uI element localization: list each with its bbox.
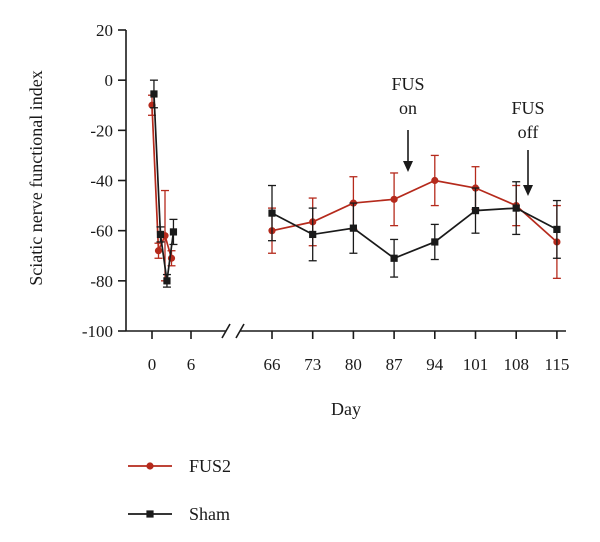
- data-point: [268, 209, 276, 217]
- x-tick-label: 101: [463, 355, 489, 374]
- y-axis-label: Sciatic nerve functional index: [26, 70, 46, 285]
- data-point: [390, 254, 398, 262]
- y-tick-label: -80: [90, 272, 113, 291]
- series-fus2-late-line: [271, 179, 558, 243]
- axis-break-mark: [221, 323, 231, 339]
- y-tick-label: 0: [105, 71, 114, 90]
- series-sham: [149, 79, 561, 288]
- y-tick-label: 20: [96, 21, 113, 40]
- x-tick-label: 115: [544, 355, 569, 374]
- annotations: FUS on FUS off: [391, 74, 545, 196]
- axis-break-mark: [235, 323, 245, 339]
- annotation-arrow-head: [523, 185, 533, 196]
- series-sham-early-line: [153, 93, 175, 281]
- annotation-text: FUS: [511, 98, 544, 118]
- legend-swatch-marker: [146, 510, 154, 518]
- legend-label: Sham: [189, 504, 230, 524]
- y-tick-label: -20: [90, 121, 113, 140]
- data-point: [512, 204, 520, 212]
- x-tick-label: 66: [264, 355, 281, 374]
- data-point: [163, 277, 171, 285]
- data-point: [156, 230, 165, 239]
- series-sham-late-line: [271, 207, 558, 260]
- x-tick-label: 108: [503, 355, 529, 374]
- legend-label: FUS2: [189, 456, 231, 476]
- y-tick-label: -100: [82, 322, 113, 341]
- data-point: [553, 225, 561, 234]
- data-point: [431, 238, 439, 246]
- x-tick-label: 0: [148, 355, 157, 374]
- legend-item-fus2: FUS2: [128, 456, 231, 476]
- data-point: [431, 176, 439, 185]
- data-point: [154, 247, 163, 255]
- annotation-text: on: [399, 98, 417, 118]
- x-tick-label: 6: [187, 355, 196, 374]
- x-tick-label: 73: [304, 355, 321, 374]
- x-axis-label: Day: [331, 399, 361, 419]
- series-layer: [148, 79, 561, 288]
- data-point: [471, 207, 480, 215]
- data-point: [390, 195, 398, 203]
- annotation-text: FUS: [391, 74, 424, 94]
- x-tick-label: 87: [386, 355, 404, 374]
- x-tick-label: 80: [345, 355, 362, 374]
- legend-item-sham: Sham: [128, 504, 230, 524]
- data-point: [349, 224, 357, 232]
- y-tick-label: -40: [90, 172, 113, 191]
- fus-on-annotation: FUS on: [391, 74, 425, 172]
- data-point: [150, 90, 158, 98]
- fus-off-annotation: FUS off: [511, 98, 545, 196]
- legend-swatch-marker: [146, 462, 154, 470]
- legend: FUS2 Sham: [128, 456, 231, 524]
- y-tick-label: -60: [90, 222, 113, 241]
- annotation-arrow-head: [403, 161, 413, 172]
- data-point: [169, 228, 178, 236]
- annotation-text: off: [518, 122, 539, 142]
- x-tick-label: 94: [426, 355, 444, 374]
- data-point: [309, 230, 317, 239]
